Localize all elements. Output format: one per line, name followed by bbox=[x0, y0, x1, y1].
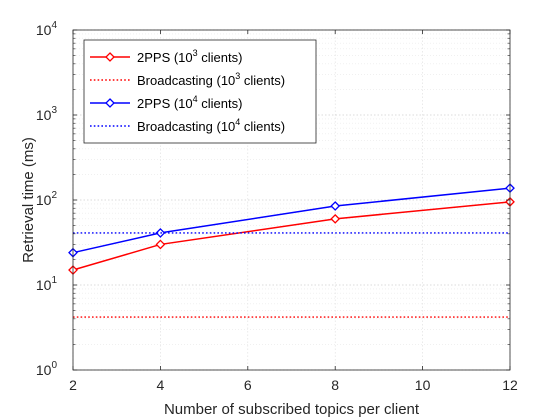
data-point-marker bbox=[105, 52, 115, 62]
x-tick-label: 6 bbox=[244, 377, 252, 393]
data-point-marker bbox=[155, 239, 166, 250]
y-tick-label: 104 bbox=[36, 20, 58, 38]
series-3 bbox=[68, 183, 515, 258]
legend-entry-label: 2PPS (104 clients) bbox=[137, 94, 242, 111]
legend-entry-label: 2PPS (103 clients) bbox=[137, 48, 242, 65]
series-line bbox=[72, 201, 511, 271]
y-tick-label: 102 bbox=[36, 190, 58, 208]
x-tick-label: 8 bbox=[331, 377, 339, 393]
y-axis-label: Retrieval time (ms) bbox=[20, 137, 37, 263]
legend-entry-label: Broadcasting (103 clients) bbox=[137, 71, 285, 88]
series-line bbox=[72, 187, 511, 254]
x-tick-label: 12 bbox=[502, 377, 518, 393]
data-point-marker bbox=[105, 98, 115, 108]
x-tick-label: 2 bbox=[69, 377, 77, 393]
legend-entry-label: Broadcasting (104 clients) bbox=[137, 117, 285, 134]
legend: 2PPS (103 clients) Broadcasting (103 clie… bbox=[83, 39, 317, 144]
data-point-marker bbox=[330, 213, 341, 224]
y-tick-label: 101 bbox=[36, 275, 58, 293]
series-group bbox=[68, 183, 515, 318]
x-tick-label: 10 bbox=[415, 377, 431, 393]
x-axis-label: Number of subscribed topics per client bbox=[164, 401, 420, 418]
y-tick-label: 103 bbox=[36, 105, 58, 123]
y-tick-label: 100 bbox=[36, 360, 58, 378]
axis-ticks: 2 4 6 8 10 12 100 101 102 103 104 bbox=[36, 20, 518, 393]
data-point-marker bbox=[330, 201, 341, 211]
x-tick-label: 4 bbox=[157, 377, 165, 393]
